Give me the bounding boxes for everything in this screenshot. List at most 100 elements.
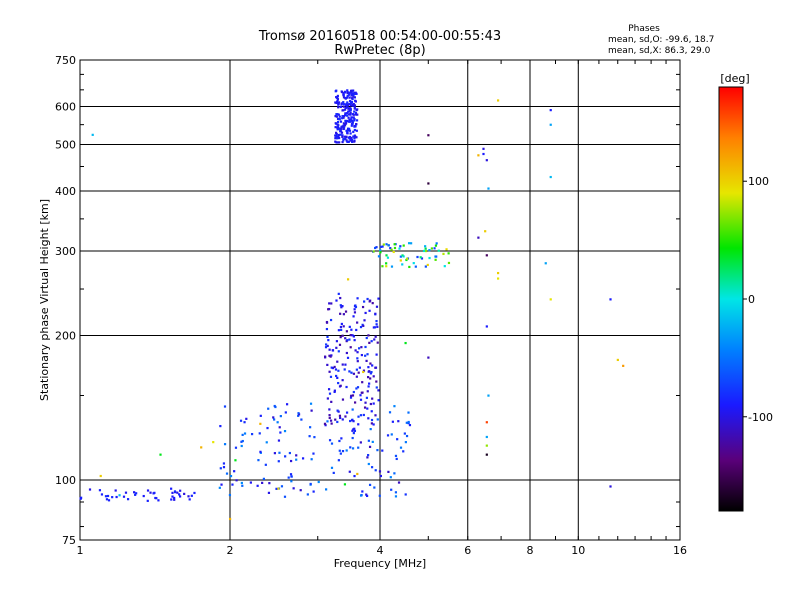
data-point <box>348 325 351 328</box>
data-point <box>335 101 338 105</box>
data-point <box>424 245 427 248</box>
data-point <box>366 297 369 301</box>
data-point <box>284 411 287 414</box>
data-point <box>370 418 374 422</box>
data-point <box>342 313 345 316</box>
data-point <box>339 133 342 136</box>
data-point <box>371 440 374 443</box>
data-point <box>267 407 270 410</box>
data-point <box>349 396 353 399</box>
data-point <box>157 499 160 502</box>
data-point <box>354 91 357 94</box>
data-point <box>352 432 355 435</box>
data-point <box>219 467 222 470</box>
data-point <box>437 249 440 252</box>
data-point <box>348 470 351 473</box>
data-point <box>243 432 247 435</box>
data-point <box>352 135 355 138</box>
data-point <box>334 418 337 421</box>
data-point <box>259 422 262 425</box>
data-point <box>235 479 238 482</box>
data-point <box>385 254 388 257</box>
data-point <box>386 256 390 259</box>
data-point <box>390 248 393 251</box>
data-point <box>375 323 378 326</box>
data-point <box>368 382 371 385</box>
data-point <box>410 242 413 245</box>
data-point <box>351 140 354 143</box>
data-point <box>354 99 357 102</box>
data-point <box>239 419 243 422</box>
data-point <box>187 495 190 498</box>
data-point <box>283 495 287 498</box>
data-point <box>220 483 223 486</box>
data-point <box>171 491 174 494</box>
data-point <box>79 497 82 500</box>
data-point <box>394 454 398 457</box>
data-point <box>434 258 437 261</box>
data-point <box>335 133 338 136</box>
data-point <box>273 404 276 408</box>
data-point <box>339 325 343 329</box>
data-point <box>350 419 354 422</box>
data-point <box>353 140 356 143</box>
data-point <box>350 328 353 331</box>
data-point <box>257 459 260 462</box>
data-point <box>445 248 448 251</box>
data-point <box>219 424 222 428</box>
data-point <box>300 418 303 421</box>
data-point <box>485 444 488 447</box>
data-point <box>153 491 156 494</box>
data-point <box>348 370 351 373</box>
data-point <box>178 495 182 498</box>
data-point <box>356 113 359 116</box>
data-point <box>277 439 281 442</box>
data-point <box>241 433 244 436</box>
data-point <box>366 456 369 459</box>
data-point <box>335 122 338 125</box>
data-point <box>375 319 378 323</box>
data-point <box>346 111 349 115</box>
data-point <box>443 265 446 268</box>
data-point <box>376 325 379 328</box>
data-point <box>427 356 430 359</box>
data-point <box>349 112 352 116</box>
data-point <box>179 489 182 492</box>
data-point <box>355 119 359 122</box>
data-point <box>544 262 547 265</box>
data-point <box>348 127 351 130</box>
data-point <box>367 366 370 369</box>
data-point <box>402 450 405 453</box>
data-point <box>369 299 372 302</box>
data-point <box>326 344 329 348</box>
data-point <box>353 119 356 122</box>
data-point <box>356 321 359 324</box>
data-point <box>337 117 341 121</box>
data-point <box>361 490 364 493</box>
data-point <box>549 175 552 179</box>
data-point <box>285 403 289 406</box>
data-point <box>278 451 281 454</box>
data-point <box>173 498 176 501</box>
data-point <box>330 354 333 357</box>
data-point <box>337 459 340 462</box>
data-point <box>356 386 360 389</box>
data-point <box>365 336 368 340</box>
data-point <box>374 335 377 338</box>
data-points <box>79 89 625 521</box>
data-point <box>342 137 345 141</box>
data-point <box>393 246 397 250</box>
data-point <box>549 109 552 112</box>
data-point <box>369 372 372 375</box>
data-point <box>295 454 298 457</box>
data-point <box>405 258 408 262</box>
data-point <box>326 335 329 339</box>
data-point <box>342 122 345 125</box>
data-point <box>335 141 338 144</box>
data-point <box>622 364 625 367</box>
data-point <box>336 98 340 101</box>
data-point <box>349 104 353 107</box>
data-point <box>352 390 355 394</box>
data-point <box>355 136 358 139</box>
data-point <box>393 472 396 475</box>
